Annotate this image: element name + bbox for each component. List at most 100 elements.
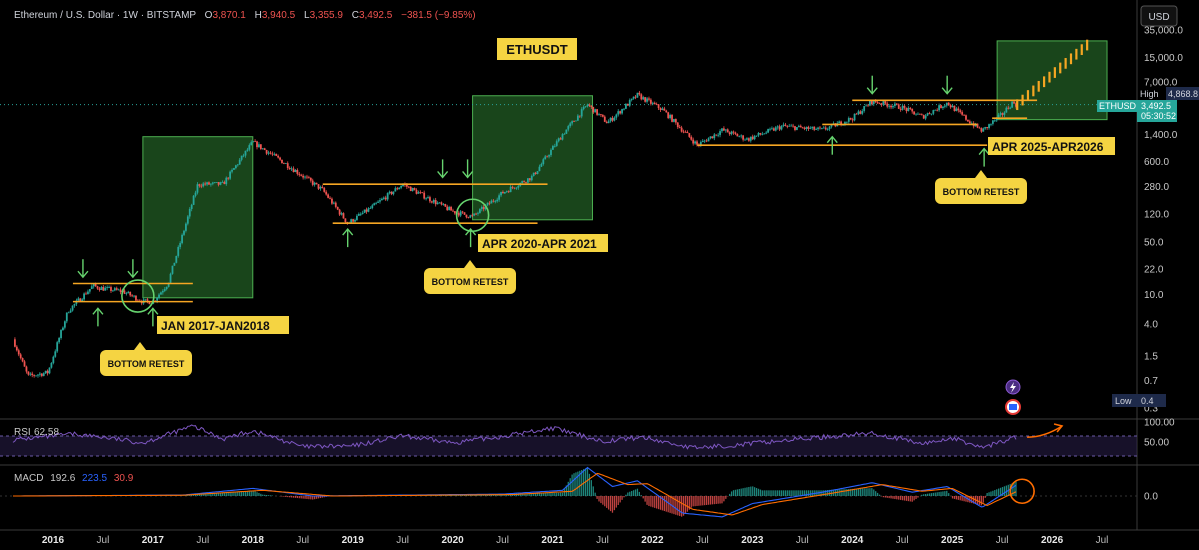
candle	[803, 126, 806, 131]
candle	[955, 106, 958, 112]
time-tick-label: 2026	[1041, 535, 1064, 546]
candle	[211, 181, 214, 186]
candle	[430, 200, 433, 204]
price-tick-label: 600.0	[1144, 157, 1169, 168]
candle	[984, 126, 987, 130]
candle	[630, 98, 633, 102]
time-tick-label: Jul	[496, 535, 509, 546]
time-axis[interactable]: 2016 Jul 2017 Jul 2018 Jul 2019 Jul 2020 Jul 2021 J…	[42, 535, 1109, 546]
rsi-projection-arrow-icon	[1027, 423, 1064, 438]
candle	[48, 367, 51, 375]
currency-button[interactable]: USD	[1140, 5, 1178, 27]
candle	[62, 326, 64, 331]
candle	[740, 134, 743, 139]
candle	[304, 175, 306, 180]
candle	[183, 229, 185, 237]
price-tick-label: 120.0	[1144, 209, 1169, 220]
candle	[371, 203, 374, 210]
svg-text:MACD 192.6 223.5 3: MACD 192.6 223.5 30.9	[14, 473, 134, 484]
candle	[240, 155, 243, 162]
candle	[185, 222, 187, 233]
candle	[190, 203, 193, 212]
retest-circle	[455, 198, 490, 233]
price-tick-label: 1.5	[1144, 351, 1158, 362]
candle	[361, 210, 364, 215]
candle	[644, 96, 647, 103]
candle	[331, 197, 333, 205]
candle	[110, 285, 112, 294]
candle	[329, 196, 331, 200]
candle	[215, 182, 218, 183]
candle	[202, 181, 205, 188]
candle	[500, 191, 502, 198]
candle	[258, 142, 260, 148]
candle	[277, 154, 280, 159]
candle	[615, 113, 618, 120]
candle	[949, 103, 952, 109]
countdown-value: 05:30:52	[1141, 111, 1176, 121]
projection-bar	[1064, 58, 1067, 69]
candle	[367, 207, 370, 213]
candle	[807, 125, 810, 132]
macd-highlight-circle	[1009, 478, 1035, 505]
candle	[776, 125, 779, 130]
candle	[578, 115, 581, 119]
candle	[811, 126, 814, 130]
candle	[765, 130, 768, 135]
lightning-icon[interactable]	[1005, 379, 1021, 395]
candle	[108, 285, 110, 289]
candle	[559, 137, 562, 140]
candle	[363, 209, 366, 214]
candle	[44, 370, 47, 375]
candle	[999, 111, 1002, 117]
macd-label: MACD	[14, 473, 43, 484]
ticker-tag: ETHUSD	[1099, 101, 1137, 111]
candle	[586, 103, 589, 108]
candle	[129, 291, 132, 297]
candle	[569, 121, 572, 128]
candle	[298, 171, 301, 177]
candle	[907, 106, 910, 112]
candle	[465, 214, 468, 219]
candle	[665, 109, 668, 113]
candle	[379, 197, 381, 204]
green-zone-2[interactable]	[472, 95, 593, 221]
green-zone-3[interactable]	[996, 40, 1108, 121]
candle	[309, 177, 312, 183]
candle	[113, 286, 116, 292]
candle	[321, 185, 324, 189]
candle	[573, 120, 575, 122]
candle	[819, 126, 821, 130]
candle	[557, 137, 560, 143]
candle	[784, 122, 787, 127]
flag-icon[interactable]	[1005, 399, 1021, 415]
candle	[388, 190, 391, 195]
price-axis[interactable]: 35,000.0 15,000.0 7,000.0 1,400.0 600.0 280.0…	[1144, 26, 1183, 415]
candle	[169, 272, 172, 284]
candle	[905, 107, 908, 114]
candle	[786, 125, 789, 129]
candle	[507, 190, 510, 194]
green-zone-1[interactable]	[142, 136, 254, 299]
candle	[31, 371, 34, 378]
candle	[690, 135, 693, 141]
candle	[336, 206, 339, 211]
candle	[920, 113, 923, 116]
candle	[286, 161, 289, 171]
candle	[790, 123, 793, 127]
candle	[457, 210, 460, 218]
candle	[33, 374, 36, 378]
candle	[611, 115, 614, 123]
macd-tick-label: 0.0	[1144, 492, 1158, 503]
candle	[475, 212, 477, 216]
candle	[853, 113, 856, 122]
candle	[753, 134, 756, 141]
candle	[250, 140, 253, 146]
candle	[755, 135, 758, 138]
candle	[813, 126, 816, 132]
candle	[327, 193, 330, 199]
candle	[957, 106, 960, 113]
price-tick-label: 35,000.0	[1144, 26, 1183, 37]
candle	[37, 374, 39, 378]
